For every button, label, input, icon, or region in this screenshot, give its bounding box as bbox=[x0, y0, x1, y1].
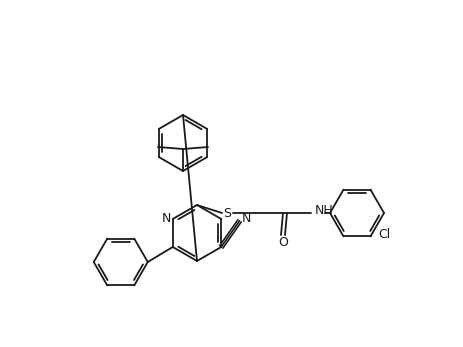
Text: NH: NH bbox=[315, 203, 334, 217]
Text: N: N bbox=[162, 212, 171, 226]
Text: O: O bbox=[278, 237, 288, 249]
Text: S: S bbox=[223, 206, 231, 220]
Text: Cl: Cl bbox=[378, 228, 391, 241]
Text: N: N bbox=[242, 212, 251, 225]
